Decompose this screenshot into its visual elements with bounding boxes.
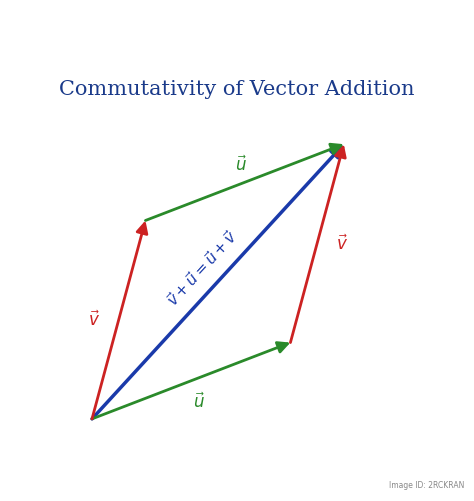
Text: $\vec{v}$: $\vec{v}$: [336, 234, 348, 254]
Text: Commutativity of Vector Addition: Commutativity of Vector Addition: [59, 80, 415, 99]
Text: $\vec{u}$: $\vec{u}$: [193, 392, 205, 412]
Text: $\vec{v}+\vec{u}=\vec{u}+\vec{v}$: $\vec{v}+\vec{u}=\vec{u}+\vec{v}$: [164, 226, 241, 309]
Text: $\vec{v}$: $\vec{v}$: [88, 310, 100, 330]
Text: $\vec{u}$: $\vec{u}$: [235, 155, 247, 174]
Text: alamy: alamy: [28, 476, 84, 493]
Text: Image ID: 2RCKRAN: Image ID: 2RCKRAN: [389, 480, 465, 489]
